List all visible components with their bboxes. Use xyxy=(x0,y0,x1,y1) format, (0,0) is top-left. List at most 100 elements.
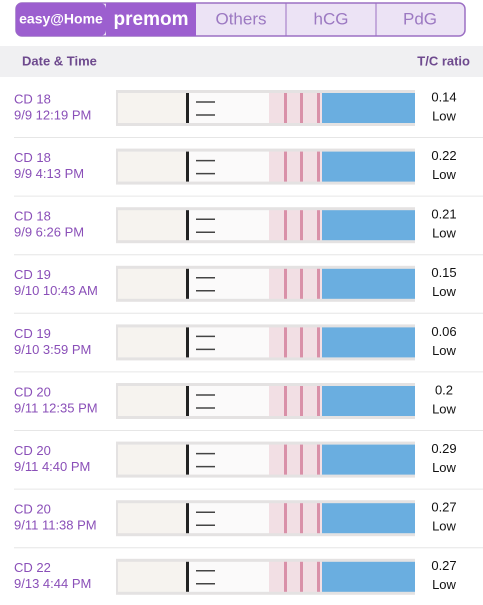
strip-handle xyxy=(118,210,188,241)
test-line xyxy=(284,93,287,123)
strip-label xyxy=(322,327,415,358)
cycle-day: CD 20 xyxy=(14,502,51,517)
premom-tab[interactable] xyxy=(106,3,196,36)
level: Low xyxy=(432,226,456,241)
strip-window xyxy=(269,327,322,358)
strip-window xyxy=(269,268,322,299)
ratio: 0.21 xyxy=(431,207,456,222)
test-line xyxy=(300,151,303,182)
test-line xyxy=(284,561,287,592)
strip-max xyxy=(189,93,269,123)
level: Low xyxy=(432,284,456,299)
ratio: 0.22 xyxy=(431,148,456,163)
strip-bar xyxy=(186,268,189,299)
strip-label xyxy=(322,444,415,475)
test-line xyxy=(317,444,320,475)
strip-window xyxy=(269,561,322,592)
cycle-day: CD 18 xyxy=(14,209,51,224)
test-line xyxy=(317,210,320,241)
strip-max xyxy=(189,444,269,475)
strip-label xyxy=(322,268,415,299)
date-time: 9/11 4:40 PM xyxy=(14,459,90,474)
ratio: 0.14 xyxy=(431,89,456,104)
tab-label[interactable]: hCG xyxy=(314,9,349,28)
strip-label xyxy=(322,386,415,416)
strip-max xyxy=(189,210,269,241)
test-line xyxy=(317,268,320,299)
test-line xyxy=(317,503,320,534)
test-line xyxy=(284,268,287,299)
cycle-day: CD 20 xyxy=(14,384,51,399)
strip-bar xyxy=(186,444,189,475)
tab-label[interactable]: Others xyxy=(215,9,266,28)
strip-label xyxy=(322,210,415,241)
brand-label: easy@Home xyxy=(19,11,103,27)
ratio: 0.29 xyxy=(431,441,456,456)
strip-bar xyxy=(186,386,189,416)
test-line xyxy=(300,268,303,299)
brand-tab[interactable] xyxy=(16,3,106,36)
ratio: 0.27 xyxy=(431,558,456,573)
strip-max xyxy=(189,327,269,358)
strip-label xyxy=(322,561,415,592)
strip-max xyxy=(189,268,269,299)
level: Low xyxy=(432,167,456,182)
date-time: 9/9 6:26 PM xyxy=(14,225,84,240)
test-line xyxy=(284,503,287,534)
strip-max xyxy=(189,561,269,592)
table-header xyxy=(0,46,483,77)
tab-label[interactable]: PdG xyxy=(403,9,437,28)
ratio: 0.06 xyxy=(431,324,456,339)
test-line xyxy=(284,327,287,358)
test-line xyxy=(300,386,303,416)
ratio: 0.27 xyxy=(431,500,456,515)
strip-label xyxy=(322,93,415,123)
test-line xyxy=(300,327,303,358)
strip-bar xyxy=(186,503,189,534)
ratio: 0.2 xyxy=(435,382,453,397)
header-ratio: T/C ratio xyxy=(417,53,470,68)
test-line xyxy=(300,210,303,241)
cycle-day: CD 19 xyxy=(14,326,51,341)
level: Low xyxy=(432,460,456,475)
strip-max xyxy=(189,386,269,416)
level: Low xyxy=(432,519,456,534)
test-line xyxy=(300,561,303,592)
tab-label[interactable]: premom xyxy=(114,9,189,30)
date-time: 9/13 4:44 PM xyxy=(14,576,91,591)
cycle-day: CD 18 xyxy=(14,91,51,106)
strip-handle xyxy=(118,386,188,416)
level: Low xyxy=(432,343,456,358)
test-line xyxy=(284,210,287,241)
test-line xyxy=(284,444,287,475)
test-line xyxy=(284,386,287,416)
cycle-day: CD 20 xyxy=(14,443,51,458)
cycle-day: CD 22 xyxy=(14,560,51,575)
strip-window xyxy=(269,151,322,182)
strip-label xyxy=(322,503,415,534)
date-time: 9/11 12:35 PM xyxy=(14,400,98,415)
test-line xyxy=(317,151,320,182)
strip-handle xyxy=(118,327,188,358)
date-time: 9/9 4:13 PM xyxy=(14,166,84,181)
strip-max xyxy=(189,503,269,534)
test-line xyxy=(317,93,320,123)
strip-bar xyxy=(186,561,189,592)
cycle-day: CD 19 xyxy=(14,267,51,282)
cycle-day: CD 18 xyxy=(14,150,51,165)
test-line xyxy=(284,151,287,182)
strip-max xyxy=(189,151,269,182)
header-date: Date & Time xyxy=(22,53,97,68)
test-line xyxy=(317,386,320,416)
strip-bar xyxy=(186,210,189,241)
strip-window xyxy=(269,93,322,123)
test-line xyxy=(300,503,303,534)
strip-handle xyxy=(118,151,188,182)
date-time: 9/9 12:19 PM xyxy=(14,107,91,122)
strip-label xyxy=(322,151,415,182)
date-time: 9/10 10:43 AM xyxy=(14,283,98,298)
test-line xyxy=(317,561,320,592)
